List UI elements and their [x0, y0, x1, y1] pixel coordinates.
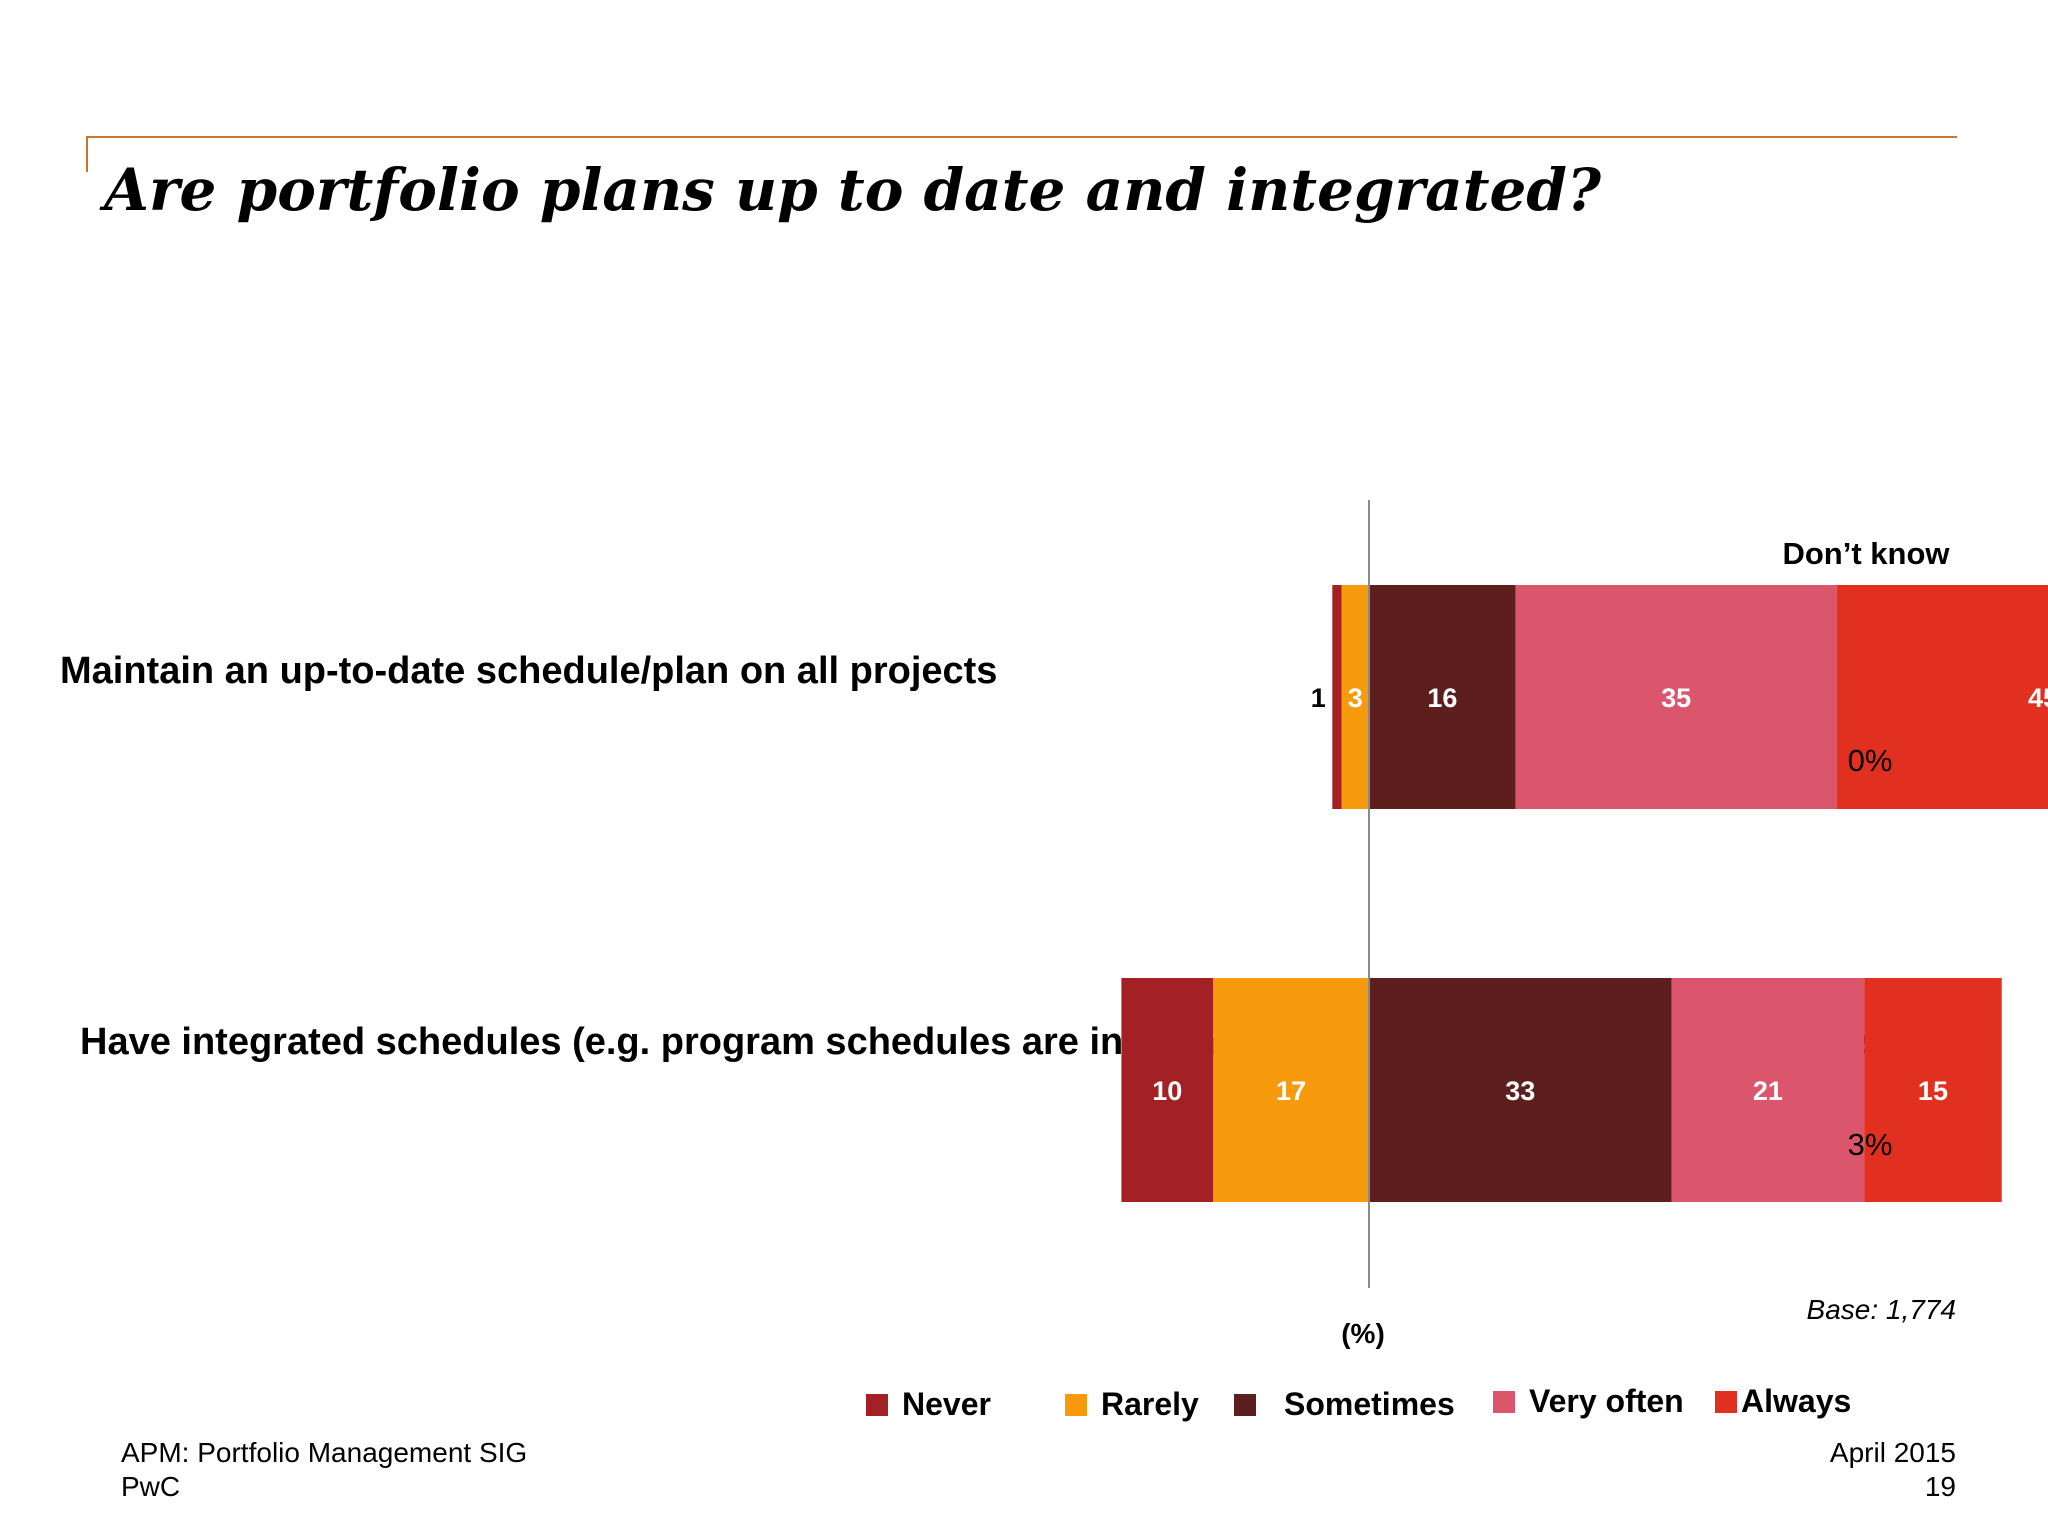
data-label-very-often-row0: 35 — [1661, 683, 1691, 713]
data-label-always-row1: 15 — [1918, 1076, 1948, 1106]
legend-swatch-sometimes — [1234, 1393, 1256, 1416]
title-rule — [86, 136, 1957, 138]
footer-company: PwC — [121, 1471, 181, 1502]
legend-item-very-often: Very often — [1493, 1383, 1684, 1420]
data-label-very-often-row1: 21 — [1753, 1076, 1783, 1106]
bar-segment-sometimes-row0 — [1369, 585, 1516, 809]
legend-swatch-always — [1715, 1390, 1737, 1413]
base-note: Base: 1,774 — [1806, 1294, 1956, 1325]
data-label-sometimes-row0: 16 — [1427, 683, 1457, 713]
dont-know-value-maintain: 0% — [1847, 743, 1893, 778]
bar-segment-very-often-row1 — [1671, 978, 1865, 1202]
data-label-always-row0: 45 — [2028, 683, 2048, 713]
legend-label-rarely: Rarely — [1101, 1386, 1199, 1422]
legend-item-sometimes: Sometimes — [1234, 1386, 1455, 1423]
footer-date: April 2015 — [1829, 1437, 1956, 1468]
bar-segment-always-row1 — [1864, 978, 2002, 1202]
legend-label-sometimes: Sometimes — [1284, 1386, 1455, 1422]
data-label-never-row0: 1 — [1311, 683, 1326, 713]
legend-swatch-never — [866, 1393, 888, 1416]
title-rule-tick — [86, 136, 88, 172]
legend-item-never: Never — [866, 1386, 991, 1423]
bar-segment-rarely-row0 — [1341, 585, 1369, 809]
data-label-never-row1: 10 — [1152, 1076, 1182, 1106]
bar-segment-sometimes-row1 — [1369, 978, 1672, 1202]
bar-segment-rarely-row1 — [1213, 978, 1369, 1202]
data-label-rarely-row0: 3 — [1348, 683, 1363, 713]
footer-left: APM: Portfolio Management SIG PwC — [121, 1436, 527, 1504]
row-label-maintain-schedule: Maintain an up-to-date schedule/plan on … — [60, 650, 998, 692]
legend-label-very-often: Very often — [1529, 1383, 1684, 1419]
bar-segment-always-row0 — [1836, 585, 2048, 809]
footer-right: April 2015 19 — [1830, 1436, 1956, 1504]
data-label-sometimes-row1: 33 — [1505, 1076, 1535, 1106]
bar-segment-never-row1 — [1121, 978, 1214, 1202]
bar-data-labels: 31 16 35 45 17 10 33 21 15 — [1152, 683, 2048, 1106]
legend-swatch-rarely — [1065, 1393, 1087, 1416]
bar-segments — [1121, 585, 2048, 1202]
legend-label-never: Never — [902, 1386, 991, 1422]
bar-segment-never-row0 — [1332, 585, 1342, 809]
dont-know-header: Don’t know — [1782, 536, 1950, 571]
legend-item-rarely: Rarely — [1065, 1386, 1199, 1423]
data-label-rarely-row1: 17 — [1276, 1076, 1306, 1106]
legend-label-always: Always — [1741, 1383, 1852, 1419]
page-title: Are portfolio plans up to date and integ… — [104, 156, 1601, 224]
bar-segment-very-often-row0 — [1515, 585, 1837, 809]
dont-know-value-integrated: 3% — [1847, 1127, 1893, 1162]
unit-label: (%) — [1341, 1318, 1385, 1349]
footer-organization: APM: Portfolio Management SIG — [121, 1437, 528, 1468]
footer-page-number: 19 — [1924, 1471, 1956, 1502]
legend-item-always: Always — [1715, 1383, 1851, 1420]
legend-swatch-very-often — [1493, 1390, 1515, 1413]
